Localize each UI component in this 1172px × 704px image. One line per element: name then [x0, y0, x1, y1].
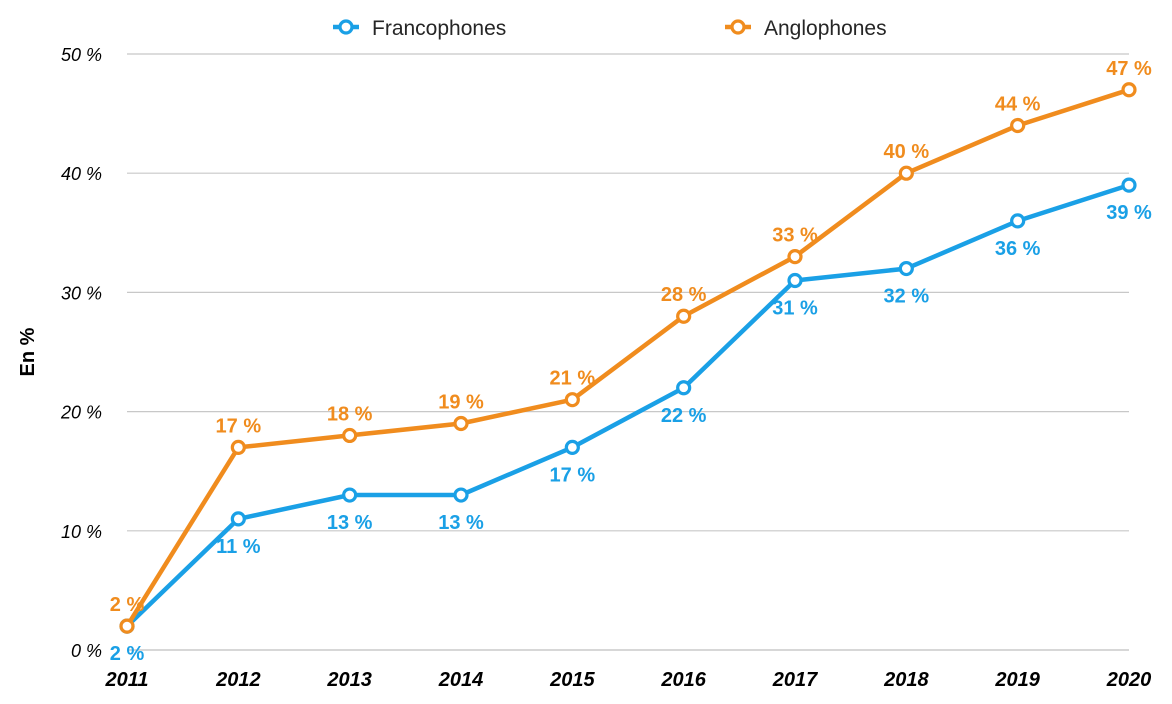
- data-point: [787, 249, 803, 265]
- y-tick-label: 10 %: [61, 522, 102, 542]
- gridlines: [127, 53, 1129, 651]
- data-label: 31 %: [772, 297, 818, 319]
- data-label: 17 %: [550, 464, 596, 486]
- x-tick-label: 2018: [883, 669, 929, 691]
- y-axis-label: En %: [17, 327, 39, 376]
- legend-marker: [730, 19, 746, 35]
- data-label: 17 %: [216, 415, 262, 437]
- data-point: [119, 618, 135, 634]
- data-label: 19 %: [438, 392, 484, 414]
- x-tick-label: 2017: [772, 669, 818, 691]
- series-line: [124, 87, 1132, 629]
- x-tick-label: 2016: [660, 669, 706, 691]
- data-point: [230, 439, 246, 455]
- data-point: [787, 272, 803, 289]
- data-label: 28 %: [661, 284, 707, 306]
- data-point: [564, 392, 580, 408]
- series-anglophones: [119, 82, 1137, 634]
- x-tick-label: 2013: [326, 669, 372, 691]
- data-point: [1121, 177, 1137, 193]
- data-label: 32 %: [884, 286, 930, 308]
- data-label: 22 %: [661, 405, 707, 427]
- data-point: [342, 487, 358, 503]
- data-point: [564, 439, 580, 455]
- x-tick-label: 2012: [215, 669, 261, 691]
- data-point: [898, 260, 914, 277]
- legend-label: Francophones: [372, 17, 506, 40]
- x-axis-ticks: 2011 2012 2013 2014 2015 2016 2017 2018 2019 2020: [104, 669, 1151, 691]
- data-point: [453, 415, 469, 432]
- data-point: [676, 380, 692, 396]
- x-tick-label: 2011: [104, 669, 148, 691]
- data-label: 11 %: [216, 536, 261, 558]
- data-label: 33 %: [772, 225, 818, 247]
- data-point: [1121, 82, 1137, 98]
- data-label: 47 %: [1106, 58, 1152, 80]
- x-tick-label: 2014: [438, 669, 484, 691]
- series-lines: [119, 82, 1137, 634]
- data-label: 40 %: [884, 141, 930, 163]
- legend-item-francophones: Francophones: [333, 17, 506, 40]
- x-tick-label: 2020: [1106, 669, 1152, 691]
- series-line: [124, 182, 1132, 629]
- y-tick-label: 40 %: [61, 164, 102, 184]
- data-label: 39 %: [1106, 202, 1152, 224]
- y-tick-label: 0 %: [71, 641, 102, 661]
- y-axis-ticks: 0 % 10 % 20 % 30 % 40 % 50 %: [60, 45, 102, 661]
- y-tick-label: 30 %: [61, 283, 102, 303]
- data-label: 36 %: [995, 238, 1041, 260]
- data-point: [342, 427, 358, 444]
- legend: Francophones Anglophones: [333, 17, 887, 40]
- data-label: 21 %: [550, 368, 596, 390]
- data-label: 2 %: [110, 594, 145, 616]
- data-labels: 2 % 11 % 13 % 13 % 17 % 22 % 31 % 32 % 36 % 39 % 2…: [110, 58, 1152, 665]
- data-point: [1010, 213, 1026, 229]
- data-label: 18 %: [327, 403, 373, 425]
- legend-item-anglophones: Anglophones: [725, 17, 887, 40]
- legend-marker: [338, 19, 354, 35]
- data-label: 44 %: [995, 94, 1041, 116]
- y-tick-label: 50 %: [61, 45, 102, 65]
- x-tick-label: 2019: [994, 669, 1040, 691]
- legend-label: Anglophones: [764, 17, 887, 40]
- data-label: 13 %: [438, 512, 484, 534]
- data-point: [1010, 117, 1026, 134]
- data-label: 13 %: [327, 512, 373, 534]
- series-francophones: [119, 177, 1137, 634]
- data-point: [676, 308, 692, 324]
- data-point: [230, 511, 246, 527]
- data-label: 2 %: [110, 643, 145, 665]
- y-tick-label: 20 %: [60, 403, 102, 423]
- data-point: [898, 165, 914, 181]
- x-tick-label: 2015: [549, 669, 595, 691]
- data-point: [453, 487, 469, 503]
